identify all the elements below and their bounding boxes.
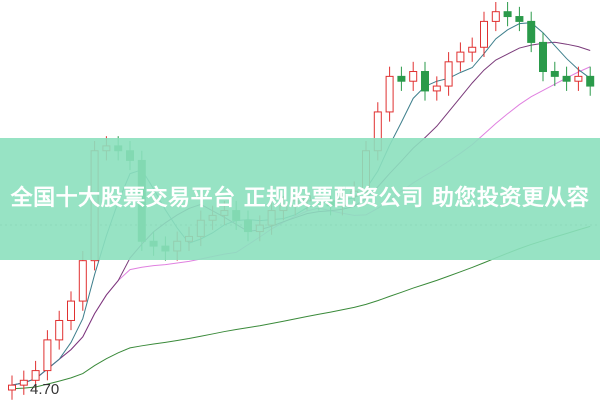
- candle-body: [527, 20, 536, 43]
- candle-body: [8, 384, 16, 391]
- candle-body: [586, 75, 595, 87]
- candle-body: [562, 75, 571, 82]
- candle-body: [480, 20, 488, 48]
- candle-body: [574, 75, 583, 82]
- candle-body: [67, 300, 75, 321]
- candle-body: [55, 319, 64, 341]
- candle-body: [397, 75, 406, 82]
- candle-body: [385, 75, 394, 113]
- candle-body: [78, 260, 87, 302]
- candle-body: [432, 85, 441, 92]
- candle-body: [456, 51, 465, 63]
- candle-body: [409, 71, 418, 82]
- candle-body: [19, 379, 28, 386]
- candle-body: [550, 71, 559, 77]
- banner-title: 全国十大股票交易平台 正规股票配资公司 助您投资更从容: [10, 186, 590, 211]
- candle-body: [515, 16, 524, 22]
- price-label: 4.70: [30, 381, 60, 398]
- candle-body: [468, 46, 477, 53]
- candle-body: [43, 339, 52, 372]
- title-banner: 全国十大股票交易平台 正规股票配资公司 助您投资更从容: [0, 138, 600, 260]
- candle-body: [491, 11, 500, 22]
- candle-body: [444, 61, 453, 87]
- candle-body: [503, 11, 512, 18]
- candle-body: [539, 41, 547, 73]
- candle-body: [421, 71, 429, 92]
- candle-body: [31, 370, 40, 381]
